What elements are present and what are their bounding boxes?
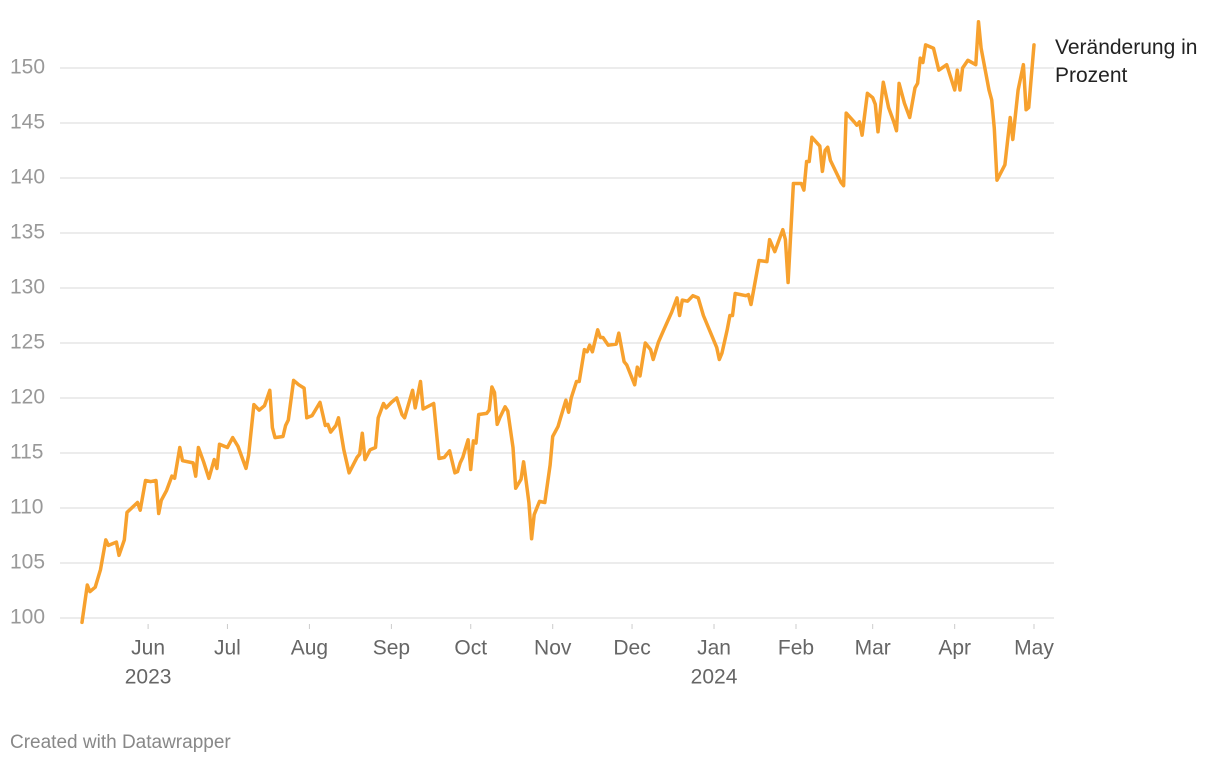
x-tick-label: Jun bbox=[131, 637, 165, 660]
x-year-label: 2024 bbox=[691, 666, 738, 689]
x-tick-label: Apr bbox=[938, 637, 971, 660]
y-tick-label: 100 bbox=[10, 606, 45, 629]
x-year-label: 2023 bbox=[125, 666, 172, 689]
y-tick-label: 150 bbox=[10, 56, 45, 79]
y-tick-label: 120 bbox=[10, 386, 45, 409]
x-tick-label: Aug bbox=[291, 637, 328, 660]
y-tick-label: 130 bbox=[10, 276, 45, 299]
y-tick-label: 115 bbox=[10, 441, 43, 464]
x-tick-label: Dec bbox=[613, 637, 650, 660]
line bbox=[80, 20, 1036, 625]
y-tick-label: 110 bbox=[10, 496, 43, 519]
x-tick-label: Jan bbox=[697, 637, 731, 660]
y-tick-label: 105 bbox=[10, 551, 45, 574]
x-tick-label: Nov bbox=[534, 637, 572, 660]
x-tick-label: Mar bbox=[855, 637, 891, 660]
x-tick-label: Feb bbox=[778, 637, 814, 660]
x-tick-label: Jul bbox=[214, 637, 241, 660]
x-tick-label: May bbox=[1014, 637, 1054, 660]
y-tick-label: 125 bbox=[10, 331, 45, 354]
x-tick-label: Oct bbox=[454, 637, 487, 660]
credit: Created with Datawrapper bbox=[10, 732, 231, 753]
series-label: Veränderung in Prozent bbox=[1055, 36, 1198, 87]
y-tick-label: 140 bbox=[10, 166, 45, 189]
y-tick-label: 145 bbox=[10, 111, 45, 134]
x-tick-label: Sep bbox=[373, 637, 410, 660]
y-tick-label: 135 bbox=[10, 221, 45, 244]
